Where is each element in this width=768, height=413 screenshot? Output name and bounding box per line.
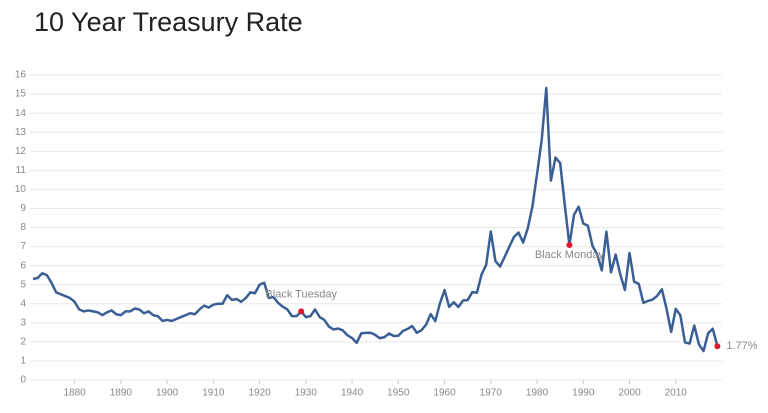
x-tick-label: 1990 <box>572 388 595 399</box>
x-tick-label: 1920 <box>248 388 271 399</box>
y-tick-label: 12 <box>15 146 27 157</box>
y-tick-label: 10 <box>15 184 27 195</box>
y-tick-label: 14 <box>15 108 27 119</box>
y-tick-label: 6 <box>20 260 26 271</box>
y-tick-label: 5 <box>20 279 26 290</box>
annotation-label: Black Monday <box>535 249 605 261</box>
x-tick-label: 1900 <box>156 388 179 399</box>
y-tick-label: 13 <box>15 127 27 138</box>
x-tick-label: 1890 <box>110 388 133 399</box>
x-tick-label: 1980 <box>526 388 549 399</box>
y-tick-label: 1 <box>20 356 26 367</box>
x-tick-label: 1930 <box>295 388 318 399</box>
x-tick-label: 1940 <box>341 388 364 399</box>
y-tick-label: 8 <box>20 222 26 233</box>
y-tick-label: 2 <box>20 337 26 348</box>
y-tick-label: 0 <box>20 375 26 386</box>
annotation-dot <box>566 242 573 249</box>
annotation-dot <box>714 343 721 350</box>
y-tick-label: 4 <box>20 298 26 309</box>
y-tick-label: 15 <box>15 89 27 100</box>
y-tick-label: 7 <box>20 241 26 252</box>
line <box>32 86 719 353</box>
x-tick-label: 1970 <box>480 388 503 399</box>
y-tick-label: 9 <box>20 203 26 214</box>
annotation-dot <box>298 308 305 315</box>
x-tick-label: 1950 <box>387 388 410 399</box>
y-tick-label: 16 <box>15 70 27 81</box>
y-tick-label: 3 <box>20 317 26 328</box>
x-tick-label: 2010 <box>665 388 688 399</box>
x-tick-label: 2000 <box>618 388 641 399</box>
chart-title: 10 Year Treasury Rate <box>34 7 303 37</box>
x-tick-label: 1880 <box>63 388 86 399</box>
annotation-label: 1.77% <box>726 340 757 352</box>
annotation-label: Black Tuesday <box>265 288 337 300</box>
x-tick-label: 1960 <box>433 388 456 399</box>
x-tick-label: 1910 <box>202 388 225 399</box>
y-tick-label: 11 <box>16 165 27 176</box>
